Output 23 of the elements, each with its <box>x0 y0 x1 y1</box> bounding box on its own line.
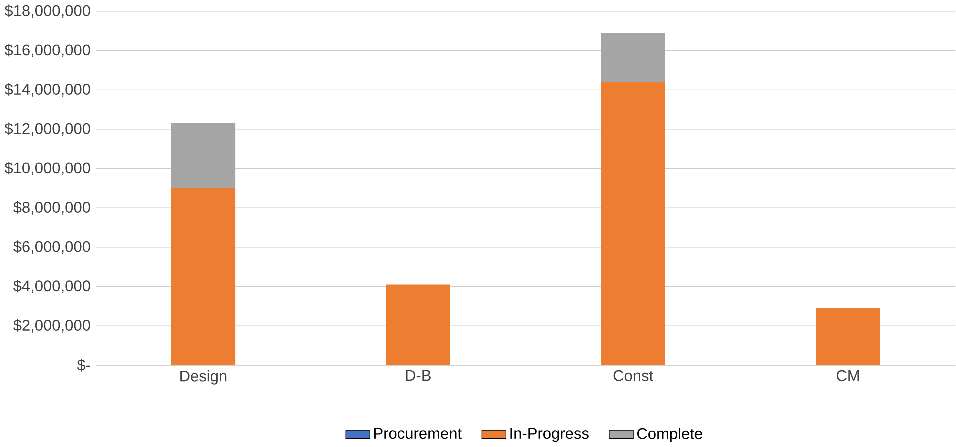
x-tick-label: D-B <box>406 370 431 382</box>
y-tick-label: $14,000,000 <box>4 83 90 97</box>
legend-label: Complete <box>638 428 702 442</box>
y-tick-label: $8,000,000 <box>14 201 90 215</box>
x-tick-label: CM <box>836 370 860 382</box>
x-tick-label: Const <box>614 370 654 382</box>
y-tick-label: $12,000,000 <box>4 122 90 136</box>
bar <box>601 82 666 366</box>
y-tick-label: $18,000,000 <box>4 4 90 18</box>
y-tick-label: $6,000,000 <box>14 240 90 254</box>
y-tick-label: $4,000,000 <box>14 280 90 294</box>
bar <box>386 284 450 366</box>
x-tick-label: Design <box>180 370 227 385</box>
y-tick-label: $10,000,000 <box>4 162 90 176</box>
legend-label: Procurement <box>374 428 462 440</box>
legend-label: In-Progress <box>510 428 589 442</box>
y-tick-label: $2,000,000 <box>14 319 90 333</box>
bar <box>171 188 236 366</box>
y-tick-label: $16,000,000 <box>4 44 90 58</box>
bar <box>171 124 236 188</box>
y-tick-label: $- <box>77 359 90 372</box>
bar <box>601 33 666 82</box>
bar <box>816 308 880 366</box>
